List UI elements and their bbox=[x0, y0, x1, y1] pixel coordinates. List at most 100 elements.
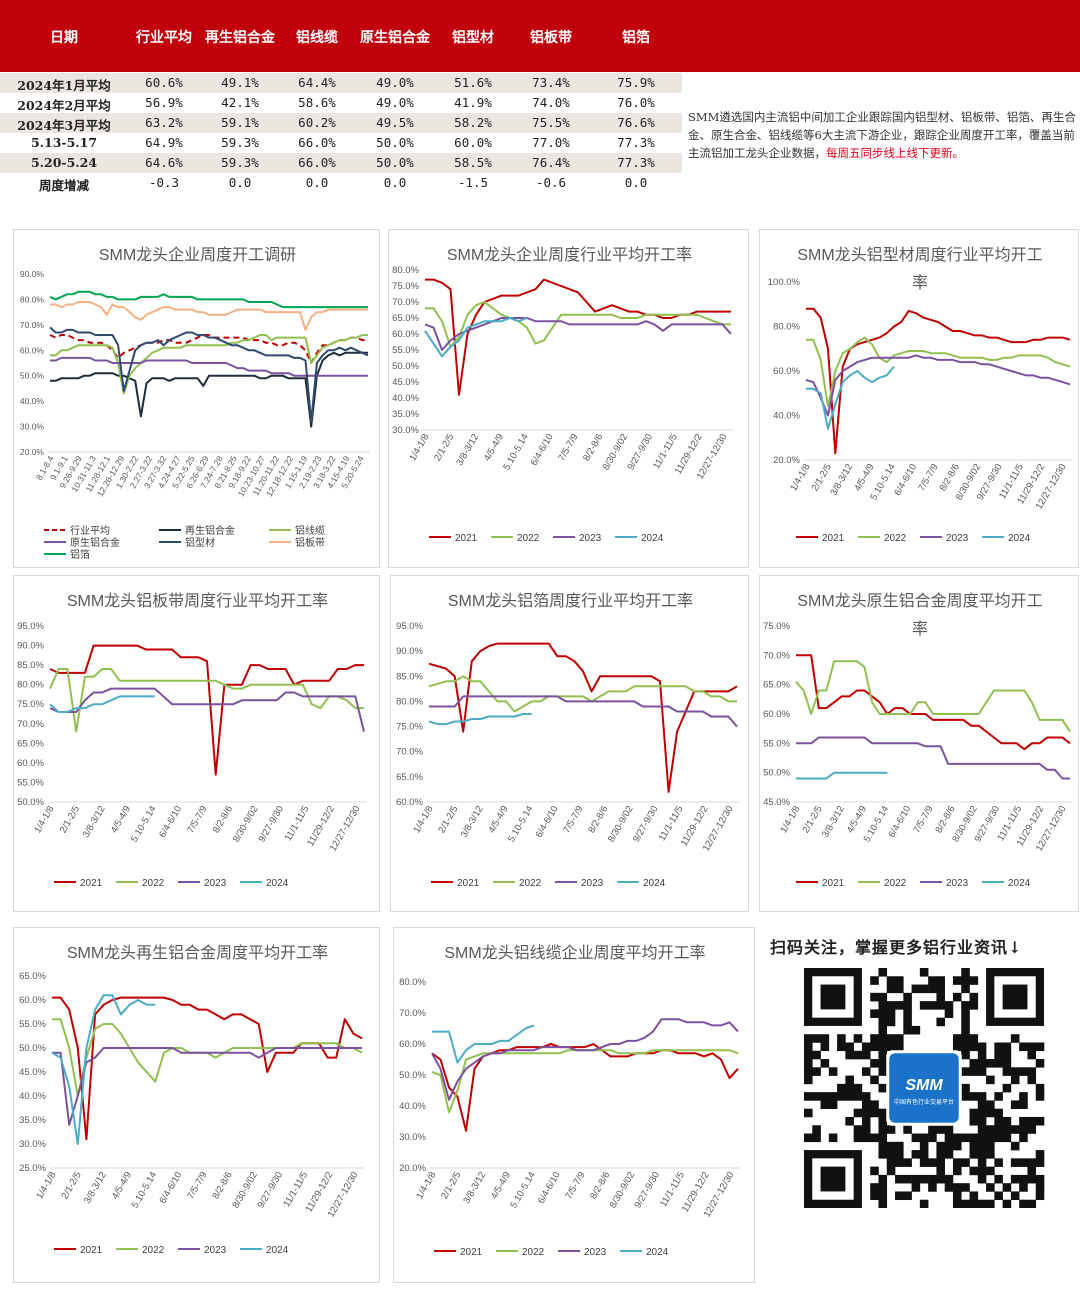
qr-module bbox=[1035, 1158, 1045, 1167]
qr-module bbox=[977, 1059, 987, 1068]
qr-module bbox=[895, 1150, 904, 1159]
y-tick-label: 60.0% bbox=[20, 345, 45, 355]
qr-module bbox=[812, 1067, 821, 1076]
qr-module bbox=[977, 1150, 987, 1159]
qr-module bbox=[936, 992, 945, 1002]
table-cell: -1.5 bbox=[457, 175, 489, 190]
series-line-2024 bbox=[806, 365, 895, 430]
qr-module bbox=[1027, 1166, 1037, 1176]
qr-module bbox=[952, 1133, 962, 1143]
x-tick-label: 3/8-3/12 bbox=[459, 804, 486, 840]
y-tick-label: 50.0% bbox=[763, 768, 790, 779]
legend-label: 铝线缆 bbox=[295, 524, 325, 537]
qr-module bbox=[886, 1158, 896, 1167]
qr-module bbox=[1019, 1125, 1028, 1134]
table-cell: 50.0% bbox=[376, 135, 414, 150]
qr-module bbox=[919, 1199, 929, 1208]
qr-module bbox=[928, 1133, 937, 1143]
y-tick-label: 80.0% bbox=[17, 680, 44, 691]
qr-module bbox=[986, 1100, 995, 1109]
qr-module bbox=[1002, 1199, 1012, 1208]
qr-module bbox=[911, 1025, 921, 1035]
chart-title: SMM龙头铝型材周度行业平均开工 bbox=[797, 246, 1042, 264]
legend-label: 2021 bbox=[460, 1247, 483, 1258]
qr-module bbox=[886, 1001, 896, 1010]
legend-label: 2023 bbox=[946, 878, 969, 889]
header-recycled-alloy: 再生铝合金 bbox=[205, 30, 275, 46]
qr-module bbox=[994, 1050, 1003, 1060]
qr-module bbox=[1019, 1092, 1028, 1101]
qr-module bbox=[1010, 1067, 1020, 1076]
table-cell: 49.0% bbox=[376, 75, 414, 90]
table-cell: 49.1% bbox=[221, 75, 259, 90]
legend-label: 2024 bbox=[641, 533, 664, 544]
y-tick-label: 80.0% bbox=[399, 977, 426, 988]
qr-module bbox=[820, 1092, 830, 1101]
qr-module bbox=[986, 1199, 995, 1208]
qr-module bbox=[977, 1133, 987, 1143]
x-tick-label: 4/5-4/9 bbox=[109, 804, 133, 835]
qr-finder-core bbox=[820, 1166, 846, 1192]
row-label: 2024年3月平均 bbox=[17, 118, 111, 133]
qr-promo: 扫码关注，掌握更多铝行业资讯↓ SMM 中国有色行业交易平台 bbox=[764, 928, 1080, 1218]
table-cell: 0.0 bbox=[228, 175, 252, 190]
qr-module bbox=[1002, 1067, 1012, 1076]
qr-finder-core bbox=[820, 984, 846, 1010]
y-tick-label: 60.0% bbox=[773, 366, 800, 377]
series-line-2021 bbox=[49, 644, 364, 776]
table-cell: 0.0 bbox=[305, 175, 329, 190]
qr-module bbox=[969, 992, 979, 1002]
qr-module bbox=[903, 1001, 912, 1010]
qr-module bbox=[804, 1075, 813, 1085]
y-tick-label: 60.0% bbox=[17, 758, 44, 769]
y-tick-label: 80.0% bbox=[396, 696, 423, 707]
chart-title: SMM龙头铝线缆企业周度平均开工率 bbox=[444, 944, 705, 962]
x-tick-label: 1/4-1/8 bbox=[411, 804, 435, 835]
qr-module bbox=[969, 1067, 979, 1076]
qr-module bbox=[961, 1042, 970, 1052]
x-tick-label: 6/4-6/10 bbox=[534, 804, 561, 840]
legend-label: 原生铝合金 bbox=[70, 536, 120, 549]
legend-label: 2024 bbox=[1008, 878, 1031, 889]
y-tick-label: 75.0% bbox=[396, 722, 423, 733]
qr-module bbox=[994, 1191, 1003, 1201]
qr-module bbox=[1019, 1158, 1028, 1167]
table-cell: 58.5% bbox=[454, 155, 492, 170]
qr-module bbox=[845, 1116, 854, 1126]
qr-module bbox=[952, 1166, 962, 1176]
table-cell: 60.2% bbox=[298, 115, 336, 130]
y-tick-label: 70.0% bbox=[20, 320, 45, 330]
qr-module bbox=[961, 976, 970, 985]
qr-module bbox=[878, 1067, 888, 1076]
qr-module bbox=[886, 1150, 896, 1159]
x-tick-label: 8/2-8/6 bbox=[211, 804, 235, 835]
qr-module bbox=[1002, 1059, 1012, 1068]
qr-module bbox=[820, 1059, 830, 1068]
x-tick-label: 7/5-7/9 bbox=[185, 804, 209, 835]
qr-module bbox=[820, 1034, 830, 1043]
table-cell: 64.4% bbox=[298, 75, 336, 90]
x-tick-label: 6/4-6/10 bbox=[157, 1170, 184, 1206]
x-tick-label: 3/8-3/12 bbox=[81, 804, 108, 840]
qr-module bbox=[1019, 1183, 1028, 1192]
qr-module bbox=[1027, 1075, 1037, 1085]
qr-module bbox=[878, 1050, 888, 1060]
qr-module bbox=[944, 1009, 954, 1018]
qr-module bbox=[878, 1025, 888, 1035]
table-row: 2024年2月平均 56.9% 42.1% 58.6% 49.0% 41.9% 74.0% 7… bbox=[0, 93, 682, 113]
qr-module bbox=[895, 984, 904, 994]
qr-module bbox=[994, 1116, 1003, 1126]
series-line-2023 bbox=[52, 1047, 362, 1126]
foil-chart: SMM龙头铝箔周度行业平均开工率 60.0% 65.0% 70.0% 75.0% 80.0… bbox=[396, 592, 739, 889]
qr-modules bbox=[804, 968, 1045, 1208]
qr-module bbox=[1010, 1034, 1020, 1043]
qr-module bbox=[895, 976, 904, 985]
qr-module bbox=[853, 1083, 863, 1093]
qr-module bbox=[870, 1059, 879, 1068]
x-tick-label: 6/4-6/10 bbox=[536, 1170, 563, 1206]
qr-module bbox=[878, 1017, 888, 1027]
qr-code-image[interactable]: SMM 中国有色行业交易平台 bbox=[794, 968, 1054, 1208]
y-tick-label: 45.0% bbox=[763, 797, 790, 808]
qr-module bbox=[928, 1183, 937, 1192]
qr-module bbox=[820, 1042, 830, 1052]
